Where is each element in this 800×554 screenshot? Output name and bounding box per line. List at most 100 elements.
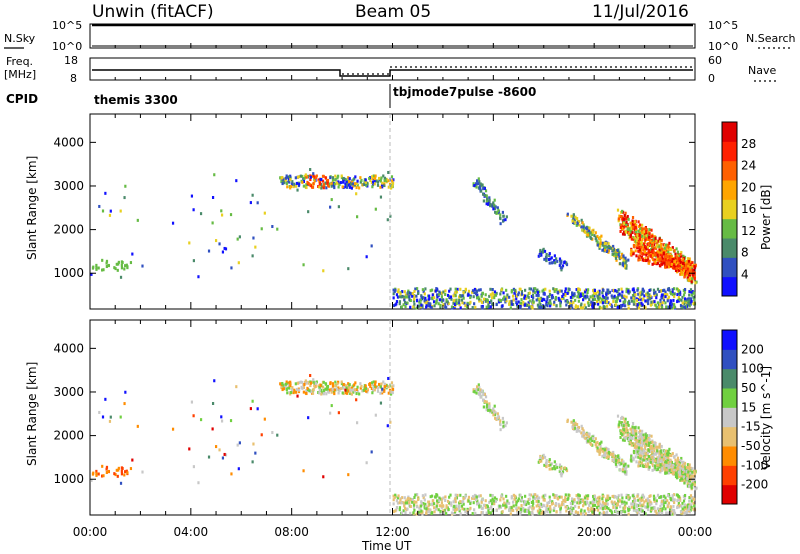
power-cell <box>552 302 555 306</box>
velocity-cell <box>398 506 402 510</box>
velocity-cell <box>442 496 445 500</box>
power-cell <box>374 174 377 178</box>
velocity-cell <box>663 452 666 456</box>
power-cell <box>601 294 604 298</box>
velocity-cell <box>493 413 497 417</box>
power-cell <box>318 185 321 189</box>
power-cell <box>355 186 358 190</box>
velocity-cell <box>667 471 670 475</box>
velocity-cell <box>371 391 374 395</box>
power-cell <box>364 180 368 184</box>
power-cell <box>641 287 644 291</box>
power-cell <box>260 227 263 231</box>
power-cell <box>126 265 129 269</box>
power-cell <box>555 304 558 308</box>
velocity-cell <box>598 495 601 499</box>
velocity-cell <box>598 450 602 454</box>
velocity-cell <box>639 440 642 444</box>
power-cell <box>647 230 650 234</box>
velocity-cell <box>553 465 556 469</box>
velocity-cell <box>531 505 534 509</box>
power-cell <box>566 291 569 295</box>
velocity-cell <box>670 461 673 465</box>
power-cell <box>676 261 680 265</box>
power-cell <box>505 215 508 219</box>
velocity-cell <box>536 503 540 507</box>
velocity-cell <box>686 503 690 507</box>
velocity-cell <box>615 495 618 499</box>
power-cell <box>419 298 423 302</box>
velocity-cell <box>504 424 507 428</box>
power-cell <box>632 225 635 229</box>
velocity-cell <box>475 495 478 499</box>
power-cell <box>520 289 524 293</box>
power-cell <box>688 262 691 266</box>
power-cell <box>636 287 640 291</box>
velocity-cell <box>657 456 660 460</box>
power-cell <box>641 258 644 262</box>
power-cell <box>649 243 652 247</box>
velocity-cell <box>641 443 644 447</box>
velocity-cell <box>620 462 623 466</box>
velocity-cell <box>520 495 524 499</box>
velocity-cell <box>675 493 678 497</box>
velocity-cell <box>538 460 542 464</box>
velocity-cell <box>571 512 574 516</box>
velocity-cell <box>627 423 630 427</box>
power-cell <box>322 186 325 190</box>
velocity-cell <box>442 509 445 513</box>
velocity-cell <box>547 507 550 511</box>
velocity-cell <box>324 387 327 391</box>
power-cell <box>544 287 547 291</box>
power-cell <box>553 300 556 304</box>
velocity-cell <box>292 391 295 395</box>
power-cell <box>499 299 503 303</box>
power-cell <box>655 305 658 309</box>
velocity-cell <box>496 416 499 420</box>
power-cell <box>628 290 631 294</box>
power-cell <box>602 288 605 292</box>
power-cell <box>637 240 640 244</box>
velocity-cell <box>618 420 621 424</box>
power-cell <box>676 293 679 297</box>
velocity-cell <box>289 382 292 386</box>
power-cell <box>548 261 551 265</box>
velocity-cell <box>692 497 696 501</box>
power-cell <box>580 302 583 306</box>
velocity-cell <box>649 500 652 504</box>
velocity-cell <box>383 382 386 386</box>
power-ytick-label: 1000 <box>53 266 84 280</box>
velocity-cell <box>480 506 484 510</box>
power-cell <box>520 297 523 301</box>
velocity-cell <box>485 511 488 515</box>
velocity-cell <box>641 451 644 455</box>
power-colorbar-tick: 20 <box>741 180 756 194</box>
power-cell <box>584 290 587 294</box>
velocity-cell <box>660 453 664 457</box>
velocity-cell <box>586 433 589 437</box>
power-cell <box>431 293 434 297</box>
velocity-cell <box>592 498 596 502</box>
power-cell <box>560 260 563 264</box>
velocity-cell <box>660 499 663 503</box>
power-colorbar-tick: 8 <box>741 246 749 260</box>
power-cell <box>647 249 651 253</box>
velocity-cell <box>545 465 548 469</box>
velocity-cell <box>655 451 658 455</box>
velocity-cell <box>621 415 624 419</box>
power-cell <box>635 297 638 301</box>
noise-tick-left-top: 10^5 <box>52 19 82 32</box>
velocity-cell <box>331 384 335 388</box>
power-cell <box>577 295 581 299</box>
velocity-cell <box>469 506 472 510</box>
velocity-cell <box>372 386 375 390</box>
power-cell <box>693 265 696 269</box>
power-cell <box>326 178 330 182</box>
velocity-cell <box>434 507 438 511</box>
power-cell <box>409 305 412 309</box>
power-cell <box>435 287 438 291</box>
power-cell <box>638 223 642 227</box>
velocity-cell <box>633 429 636 433</box>
power-cell <box>621 232 625 236</box>
velocity-cell <box>647 467 651 471</box>
